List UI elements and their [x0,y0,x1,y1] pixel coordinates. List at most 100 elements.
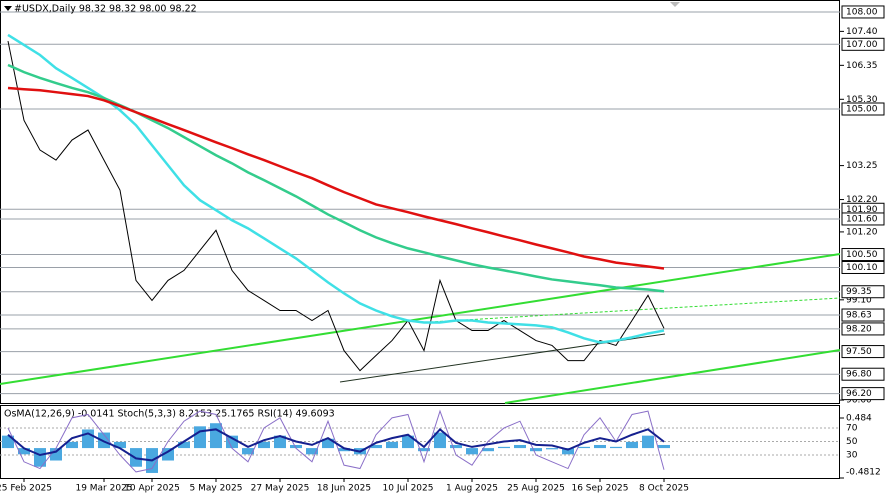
osma-bar [290,444,302,449]
trend-line [429,297,841,323]
level-label: 96.80 [846,370,872,380]
y2-tick-label: 70 [846,423,858,433]
osma-bar [626,441,638,449]
level-box [841,367,885,381]
osma-bar [82,429,94,449]
level-box [841,102,885,116]
y-tick-label: 105.30 [846,95,878,105]
osma-bar [338,448,350,452]
osma-bar [594,444,606,449]
osma-bar [322,438,334,449]
osma-bar [450,444,462,449]
x-tick-label: 18 Jun 2025 [317,484,371,494]
trend-line [0,253,841,385]
osma-bar [386,441,398,449]
trend-line [504,349,841,404]
osma-bar [50,448,62,461]
series-line [7,33,665,344]
x-tick-label: 8 Oct 2025 [639,484,689,494]
level-box [841,248,885,262]
y-tick-label: -0.4812 [846,468,881,478]
level-label: 96.20 [846,389,872,399]
level-box [841,322,885,336]
osma-bar [98,432,110,449]
level-label: 98.20 [846,324,872,334]
osma-bar [562,448,574,455]
osma-bar [370,444,382,449]
y-tick-label: 107.40 [846,27,878,37]
y-tick-label: 106.35 [846,61,878,71]
level-label: 99.35 [846,287,872,297]
level-box [841,308,885,322]
osma-bar [578,446,590,449]
trend-lines [0,253,841,404]
osma-bar [418,448,430,452]
level-label: 100.10 [846,263,878,273]
x-tick-label: 10 Apr 2025 [124,484,180,494]
level-label: 108.00 [846,7,878,17]
series-line [7,86,665,270]
osma-bar [210,423,222,449]
x-tick-label: 1 Aug 2025 [446,484,498,494]
level-box [841,5,885,19]
osma-bar [658,444,670,449]
level-box [841,345,885,359]
osma-bar [66,441,78,449]
scroll-marker [670,2,680,7]
osma-bar [514,444,526,449]
osma-bar [482,448,494,452]
series-line [7,40,665,372]
osma-bar [162,448,174,461]
osma-bar [2,435,14,449]
osma-bar [642,435,654,449]
osma-bar [434,432,446,449]
y-tick-label: 99.10 [846,295,872,305]
x-tick-label: 16 Sep 2025 [571,484,628,494]
level-box [841,285,885,299]
chart-title: #USDX,Daily 98.32 98.32 98.00 98.22 [14,4,197,15]
osma-bar [114,441,126,449]
level-box [841,212,885,226]
level-label: 105.00 [846,104,878,114]
level-label: 101.60 [846,214,878,224]
level-label: 101.90 [846,205,878,215]
osma-bar [258,441,270,449]
y2-tick-label: 30 [846,451,858,461]
x-tick-label: 5 May 2025 [190,484,243,494]
osma-bar [466,448,478,455]
level-box [841,37,885,51]
level-label: 98.63 [846,311,872,321]
y-tick-label: 0.484 [846,414,872,424]
y-tick-label: 102.20 [846,195,878,205]
level-label: 107.00 [846,40,878,50]
osma-bar [546,448,558,450]
y-tick-label: 101.20 [846,227,878,237]
osma-bar [194,426,206,449]
osma-bar [610,446,622,449]
indicator-title: OsMA(12,26,9) -0.0141 Stoch(5,3,3) 8.215… [4,409,335,420]
main-frame [0,0,840,404]
osma-bar [242,448,254,455]
osma-bar [402,435,414,449]
osma-bar [18,448,30,455]
level-label: 100.50 [846,250,878,260]
level-box [841,387,885,401]
y-tick-label: 96.00 [846,396,872,406]
x-tick-label: 25 Aug 2025 [507,484,565,494]
level-box [841,260,885,274]
osma-bar [306,448,318,455]
x-tick-label: 27 May 2025 [251,484,310,494]
osma-bar [178,441,190,449]
x-tick-label: 10 Jul 2025 [383,484,434,494]
y-tick-label: 103.25 [846,161,878,171]
y2-tick-label: 50 [846,437,858,447]
indicator-line [7,427,665,462]
osma-bar [498,446,510,449]
osma-bar [274,435,286,449]
menu-icon[interactable] [4,6,12,11]
level-label: 97.50 [846,347,872,357]
x-tick-label: 19 Mar 2025 [75,484,132,494]
x-tick-label: 25 Feb 2025 [0,484,52,494]
